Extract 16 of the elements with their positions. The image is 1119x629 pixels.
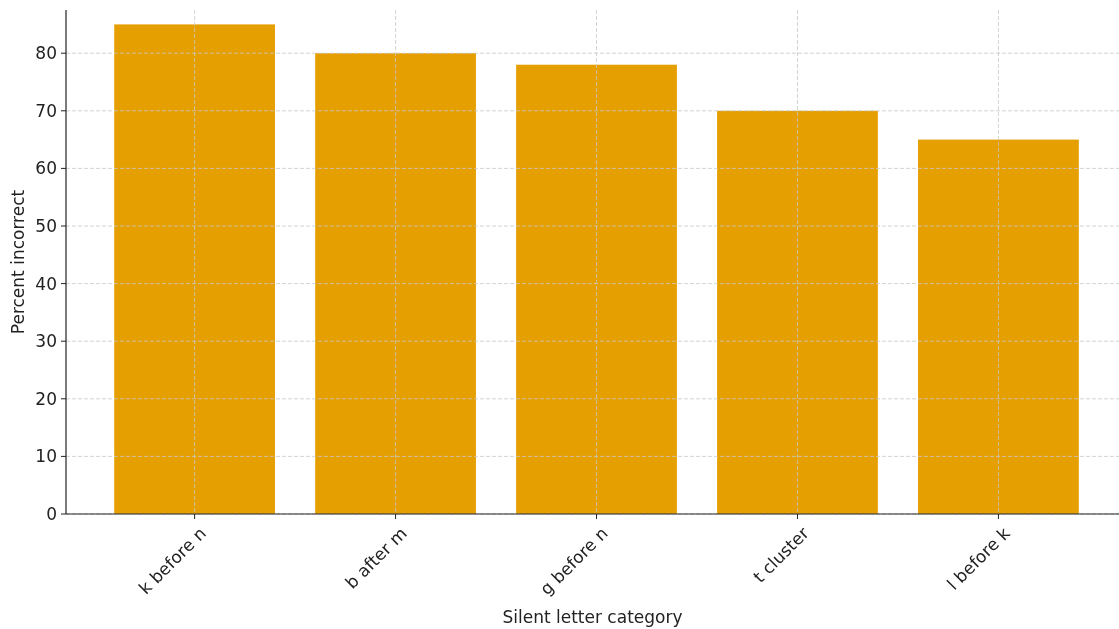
y-tick-label: 40: [35, 273, 57, 294]
bar: [918, 139, 1079, 514]
y-tick-label: 80: [35, 43, 57, 64]
y-tick-label: 60: [35, 158, 57, 179]
bar: [516, 64, 677, 514]
y-tick-label: 30: [35, 331, 57, 352]
y-tick-label: 50: [35, 215, 57, 236]
y-tick-label: 70: [35, 100, 57, 121]
y-tick-label: 10: [35, 446, 57, 467]
y-axis-title: Percent incorrect: [8, 189, 28, 335]
bar: [114, 24, 275, 514]
bar: [717, 110, 878, 514]
y-tick-label: 0: [46, 503, 57, 524]
bar: [315, 53, 476, 514]
y-tick-label: 20: [35, 388, 57, 409]
x-axis-title: Silent letter category: [502, 607, 683, 627]
